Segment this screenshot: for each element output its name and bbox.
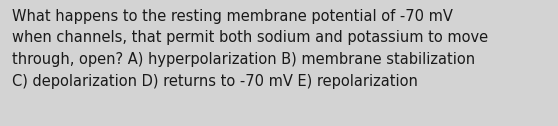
Text: What happens to the resting membrane potential of -70 mV
when channels, that per: What happens to the resting membrane pot… xyxy=(12,9,488,89)
